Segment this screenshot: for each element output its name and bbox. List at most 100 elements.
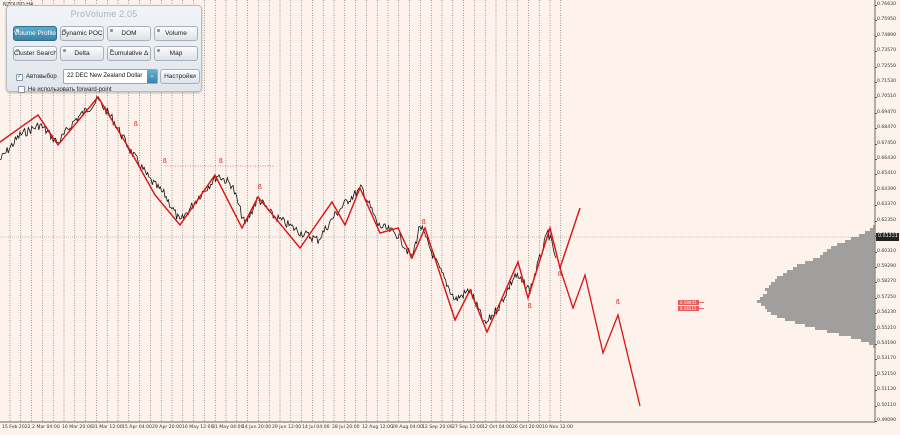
volume-profile-bar [765,288,875,291]
date-tick-label: 31 Mar 12:00 [92,425,123,430]
date-tick-label: 15 Feb 2022 [2,425,31,430]
price-axis: 0.61331 0.76630 0.75950 0.74890 0.73570 0.72… [875,0,900,435]
chevron-down-icon[interactable]: ⌄ [147,70,157,83]
price-tick-mark [875,51,877,53]
panel-button-grid: Volume Profile Dynamic POC DOM Volume Cl… [13,26,199,61]
wave-marker-label: ß [163,158,167,165]
wave-marker-label: ß [134,121,138,128]
volume-button[interactable]: Volume [154,26,198,41]
dynamic-poc-button[interactable]: Dynamic POC [60,26,104,41]
volume-profile-bar [820,255,875,258]
price-tick-label: 0.75950 [877,17,896,23]
volume-profile-button[interactable]: Volume Profile [13,26,57,41]
price-tick-mark [875,405,877,407]
volume-profile-bar [827,330,875,333]
volume-profile-bar [795,321,875,324]
price-tick-mark [875,297,877,299]
volume-profile-bar [815,327,875,330]
forward-point-checkbox[interactable] [18,86,25,93]
date-axis: 15 Feb 2022 2 Mar 04:00 16 Mar 20:00 31 Mar… [0,422,875,435]
volume-profile-bar [805,324,875,327]
price-series-line [0,95,557,325]
instrument-value: 22 DEC New Zealand Dollar [67,73,143,79]
volume-profile-bar [837,243,875,246]
cumulative-delta-button[interactable]: Cumulative Δ [107,46,151,61]
grip-icon [16,49,19,52]
price-tick-mark [875,35,877,37]
volume-profile-bar [787,270,875,273]
settings-button[interactable]: Настройки [160,69,200,84]
volume-profile-bar [767,291,875,294]
dom-button[interactable]: DOM [107,26,151,41]
date-tick-label: 15 Apr 04:00 [122,425,152,430]
wave-marker-label: ß [528,303,532,310]
forward-point-label: Не использовать forward-point [28,86,112,93]
auto-select-row[interactable]: ✓ Автовыбор [16,72,57,82]
price-tick-label: 0.64390 [877,186,896,192]
price-tick-label: 0.66430 [877,156,896,162]
price-tick-label: 0.63370 [877,202,896,208]
volume-profile-bar [839,333,875,336]
grip-icon [63,29,66,32]
auto-select-checkbox[interactable]: ✓ [16,73,23,81]
price-tick-mark [875,374,877,376]
date-tick-label: 10 Nov 12:00 [542,425,573,430]
volume-profile-bar [761,303,875,306]
map-button[interactable]: Map [154,46,198,61]
date-tick-label: 28 Jul 20:00 [332,425,360,430]
price-tick-label: 0.59290 [877,263,896,269]
forward-point-row[interactable]: Не использовать forward-point [18,86,112,93]
wave-zigzag-line [0,95,581,334]
price-tick-label: 0.51130 [877,387,896,393]
wave-marker-label: ß [258,184,262,191]
price-tick-label: 0.72550 [877,63,896,69]
price-tick-label: 0.73570 [877,48,896,54]
grip-icon [157,29,160,32]
price-tick-label: 0.56230 [877,310,896,316]
volume-profile-bar [873,225,875,228]
volume-profile-bar [785,318,875,321]
price-tick-label: 0.49090 [877,418,896,423]
price-tick-label: 0.69470 [877,109,896,115]
price-tick-mark [875,251,877,253]
price-tick-label: 0.74890 [877,32,896,38]
price-tick-mark [875,159,877,161]
current-price-badge: 0.61331 [876,233,899,241]
price-tick-mark [875,236,877,238]
volume-profile-bar [767,309,875,312]
price-tick-mark [875,20,877,22]
price-tick-label: 0.70510 [877,94,896,100]
grip-icon [110,49,113,52]
date-tick-label: 2 Mar 04:00 [32,425,60,430]
price-tick-mark [875,128,877,130]
volume-profile-bar [763,294,875,297]
price-tick-label: 0.61330 [877,233,896,239]
date-tick-label: 12 Aug 12:00 [362,425,393,430]
delta-button[interactable]: Delta [60,46,104,61]
price-tick-label: 0.55210 [877,325,896,331]
date-tick-label: 29 Apr 20:00 [152,425,182,430]
date-tick-label: 31 May 04:00 [212,425,244,430]
volume-profile-bar [757,300,875,303]
volume-profile-bar [873,345,875,348]
date-tick-label: 12 Sep 20:00 [422,425,453,430]
volume-profile-bar [760,297,875,300]
volume-profile-bar [775,279,875,282]
cluster-search-button[interactable]: Cluster Search [13,46,57,61]
volume-profile-bar [805,261,875,264]
instrument-select[interactable]: 22 DEC New Zealand Dollar ⌄ [63,69,158,84]
price-tick-mark [875,359,877,361]
price-tick-label: 0.65410 [877,171,896,177]
volume-profile-bar [870,228,875,231]
auto-select-label: Автовыбор [26,74,57,80]
price-tick-label: 0.71530 [877,79,896,85]
volume-profile-bar [851,336,875,339]
level-price-label: 0.56515 [678,306,699,311]
level-price-label: 0.58045 [678,300,699,305]
price-tick-label: 0.58270 [877,279,896,285]
price-tick-mark [875,205,877,207]
volume-profile-bar [869,342,875,345]
volume-profile-bar [771,282,875,285]
